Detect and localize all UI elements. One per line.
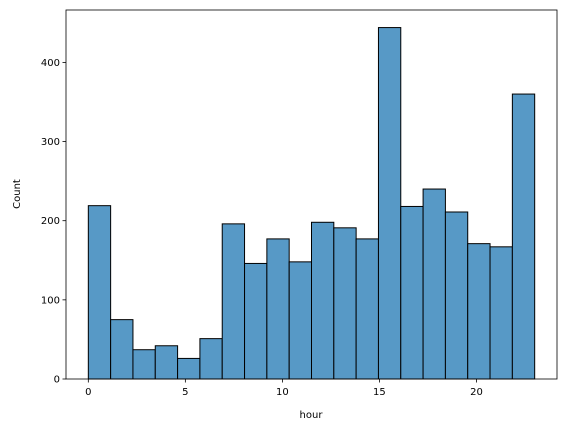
plot-frame <box>65 9 558 380</box>
y-axis: 0 100 200 300 400 <box>41 58 66 386</box>
histogram-bar-16 <box>444 211 469 380</box>
x-tick-label: 15 <box>373 387 386 398</box>
histogram-bar-9 <box>288 261 313 380</box>
histogram-bar-8 <box>266 238 290 380</box>
histogram-bar-1 <box>110 319 134 380</box>
histogram-bar-4 <box>177 357 201 380</box>
histogram-bar-11 <box>333 227 357 380</box>
y-tick-label: 300 <box>41 137 60 148</box>
x-axis-label: hour <box>300 410 324 421</box>
histogram-bar-14 <box>400 205 424 380</box>
histogram-bar-7 <box>244 262 268 380</box>
histogram-bar-10 <box>311 221 335 380</box>
x-tick-label: 5 <box>182 387 188 398</box>
x-tick-label: 10 <box>276 387 289 398</box>
x-tick-label: 20 <box>470 387 483 398</box>
histogram-bar-19 <box>511 93 536 380</box>
y-tick-label: 100 <box>41 295 60 306</box>
x-tick-label: 0 <box>85 387 91 398</box>
histogram-bar-15 <box>422 188 446 380</box>
x-axis: 0 5 10 15 20 <box>85 379 483 398</box>
histogram-bar-13 <box>377 27 402 380</box>
y-axis-label: Count <box>12 179 23 209</box>
histogram-bar-18 <box>489 246 513 380</box>
y-tick-label: 200 <box>41 216 60 227</box>
y-tick-label: 400 <box>41 58 60 69</box>
histogram-bar-0 <box>87 205 112 380</box>
y-tick-label: 0 <box>54 375 60 386</box>
histogram-bar-5 <box>199 338 223 380</box>
histogram-bar-6 <box>221 223 246 380</box>
bars-group <box>87 27 536 380</box>
histogram-bar-12 <box>355 238 379 380</box>
histogram-bar-3 <box>154 345 179 380</box>
histogram-bar-2 <box>132 349 156 380</box>
histogram-bar-17 <box>467 243 491 380</box>
